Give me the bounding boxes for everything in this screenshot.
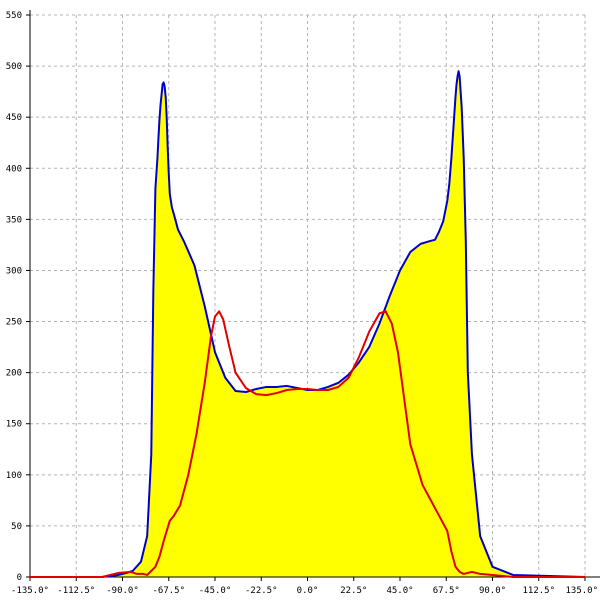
x-tick-label: -67.5° bbox=[152, 586, 185, 596]
y-tick-label: 150 bbox=[6, 420, 22, 430]
x-tick-label: 0.0° bbox=[297, 586, 319, 596]
series-line-2 bbox=[30, 310, 585, 578]
y-tick-label: 0 bbox=[17, 573, 22, 583]
y-tick-label: 300 bbox=[6, 266, 22, 276]
y-tick-label: 250 bbox=[6, 318, 22, 328]
x-tick-label: 90.0° bbox=[479, 586, 506, 596]
y-tick-label: 550 bbox=[6, 11, 22, 21]
series-lines bbox=[30, 70, 586, 578]
series-area-1 bbox=[30, 71, 585, 577]
tick-labels: 0 50 100 150 200 250 300 350 400 450 500 550 -135.0°… bbox=[6, 11, 598, 596]
x-tick-label: 112.5° bbox=[522, 586, 555, 596]
y-tick-label: 200 bbox=[6, 369, 22, 379]
x-tick-label: 67.5° bbox=[433, 586, 460, 596]
y-tick-label: 50 bbox=[11, 522, 22, 532]
x-tick-label: -90.0° bbox=[106, 586, 139, 596]
y-tick-label: 100 bbox=[6, 471, 22, 481]
y-tick-label: 350 bbox=[6, 215, 22, 225]
x-tick-label: 22.5° bbox=[340, 586, 367, 596]
x-tick-label: -112.5° bbox=[57, 586, 95, 596]
x-tick-label: -45.0° bbox=[199, 586, 232, 596]
series-line-1 bbox=[30, 70, 586, 578]
x-tick-label: 135.0° bbox=[565, 586, 598, 596]
y-tick-label: 400 bbox=[6, 164, 22, 174]
x-tick-label: -22.5° bbox=[245, 586, 278, 596]
x-tick-label: 45.0° bbox=[386, 586, 413, 596]
y-tick-label: 450 bbox=[6, 113, 22, 123]
y-tick-label: 500 bbox=[6, 62, 22, 72]
area-layer bbox=[30, 71, 585, 577]
x-tick-label: -135.0° bbox=[11, 586, 49, 596]
